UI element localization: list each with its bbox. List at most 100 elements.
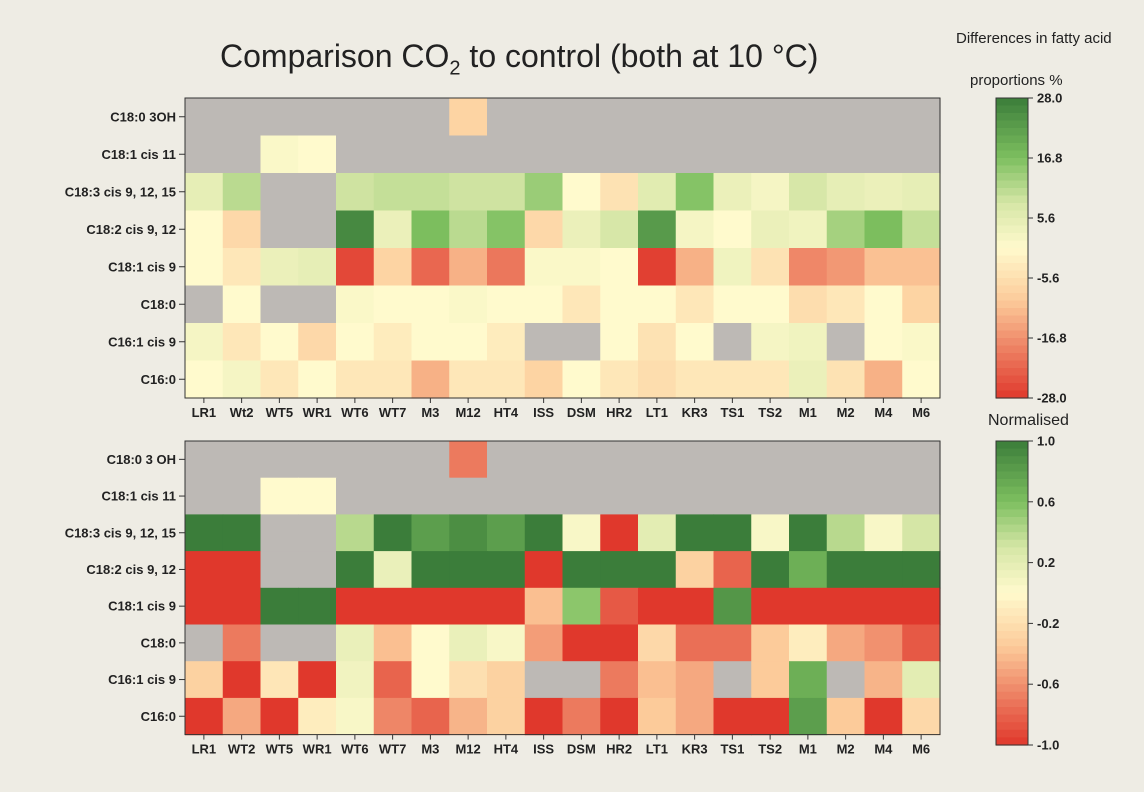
heatmap1-cell: [449, 285, 488, 324]
heatmap2-cell: [487, 661, 526, 699]
heatmap1-cell: [449, 135, 488, 174]
heatmap1-cell: [864, 135, 903, 174]
heatmap1-cell: [902, 248, 941, 287]
column-label: M4: [874, 742, 893, 757]
colorbar1-segment: [996, 375, 1028, 384]
column-label: WR1: [303, 742, 332, 757]
heatmap1-cell: [713, 360, 752, 399]
heatmap1-cell: [675, 210, 715, 249]
heatmap1-cell: [600, 248, 639, 287]
column-label: M1: [799, 742, 817, 757]
colorbar2-segment: [996, 608, 1028, 617]
column-label: DSM: [567, 742, 596, 757]
heatmap1-cell: [449, 360, 488, 399]
colorbar2-segment: [996, 532, 1028, 541]
heatmap1-cell: [298, 135, 337, 174]
heatmap2-cell: [789, 587, 828, 626]
column-label: M6: [912, 405, 930, 420]
heatmap2-cell: [751, 477, 790, 515]
colorbar1-segment: [996, 203, 1028, 212]
heatmap1-cell: [713, 323, 752, 362]
heatmap1-cell: [449, 210, 488, 249]
heatmap2-cell: [826, 587, 866, 626]
heatmap1-cell: [487, 173, 526, 212]
heatmap1-cell: [373, 285, 413, 324]
colorbar1-segment: [996, 300, 1028, 309]
heatmap1-cell: [524, 360, 564, 399]
colorbar1-segment: [996, 330, 1028, 339]
column-label: WT5: [266, 405, 293, 420]
heatmap2-cell: [298, 587, 337, 626]
heatmap1-cell: [336, 285, 375, 324]
heatmap2-cell: [524, 551, 564, 589]
column-label: TS2: [758, 405, 782, 420]
heatmap1-cell: [751, 210, 790, 249]
heatmap2-cell: [600, 587, 639, 626]
heatmap1-cell: [336, 323, 375, 362]
heatmap1-cell: [600, 210, 639, 249]
heatmap2-cell: [789, 624, 828, 662]
heatmap2-cell: [562, 477, 601, 515]
colorbar2-segment: [996, 729, 1028, 738]
heatmap1-cell: [260, 285, 299, 324]
heatmap1-cell: [864, 285, 903, 324]
heatmap1-cell: [902, 360, 941, 399]
column-label: M12: [455, 405, 480, 420]
column-label: TS2: [758, 742, 782, 757]
heatmap2-cell: [373, 551, 413, 589]
colorbar2-segment: [996, 517, 1028, 526]
colorbar1-segment: [996, 128, 1028, 137]
heatmap2-cell: [902, 441, 941, 479]
heatmap1-cell: [675, 323, 715, 362]
colorbar1-segment: [996, 233, 1028, 242]
heatmap1-cell: [336, 98, 375, 137]
colorbar1-segment: [996, 248, 1028, 257]
row-label: C18:3 cis 9, 12, 15: [65, 184, 176, 199]
heatmap1-cell: [713, 98, 752, 137]
heatmap1-cell: [298, 98, 337, 137]
heatmap2-cell: [713, 697, 752, 736]
colorbar1-segment: [996, 323, 1028, 332]
heatmap2-cell: [562, 514, 601, 552]
heatmap2-cell: [487, 551, 526, 589]
colorbar1-segment: [996, 383, 1028, 392]
heatmap1-cell: [713, 135, 752, 174]
colorbar2-segment: [996, 615, 1028, 624]
heatmap1-cell: [449, 323, 488, 362]
heatmap1-cell: [411, 323, 450, 362]
colorbar2-segment: [996, 669, 1028, 678]
column-label: TS1: [720, 405, 744, 420]
heatmap2-cell: [449, 441, 488, 479]
heatmap2-cell: [713, 441, 752, 479]
colorbar1-segment: [996, 180, 1028, 189]
heatmap2-cell: [487, 697, 526, 736]
heatmap2-cell: [222, 551, 262, 589]
colorbar1-segment: [996, 135, 1028, 144]
heatmap2-cell: [638, 441, 677, 479]
heatmap1-cell: [336, 135, 375, 174]
column-label: WT7: [379, 742, 406, 757]
heatmap1-cell: [864, 98, 903, 137]
heatmap2-cell: [260, 551, 299, 589]
column-label: HR2: [606, 742, 632, 757]
heatmap2-cell: [789, 697, 828, 736]
heatmap2-cell: [713, 587, 752, 626]
heatmap2-cell: [562, 441, 601, 479]
colorbar1-segment: [996, 278, 1028, 287]
colorbar1-segment: [996, 188, 1028, 197]
colorbar2-segment: [996, 691, 1028, 700]
heatmap1-cell: [411, 98, 450, 137]
heatmap1-cell: [562, 210, 601, 249]
colorbar1-segment: [996, 345, 1028, 354]
heatmap2-cell: [902, 477, 941, 515]
colorbar2-segment: [996, 699, 1028, 708]
column-label: HR2: [606, 405, 632, 420]
colorbar1-segment: [996, 285, 1028, 294]
colorbar1-tick-label: -28.0: [1037, 391, 1067, 406]
colorbar2-segment: [996, 707, 1028, 716]
heatmap1-cell: [373, 135, 413, 174]
heatmap2-cell: [336, 697, 375, 736]
colorbar2-tick-label: -0.6: [1037, 677, 1059, 692]
heatmap2-cell: [185, 477, 224, 515]
heatmap1-cell: [562, 135, 601, 174]
